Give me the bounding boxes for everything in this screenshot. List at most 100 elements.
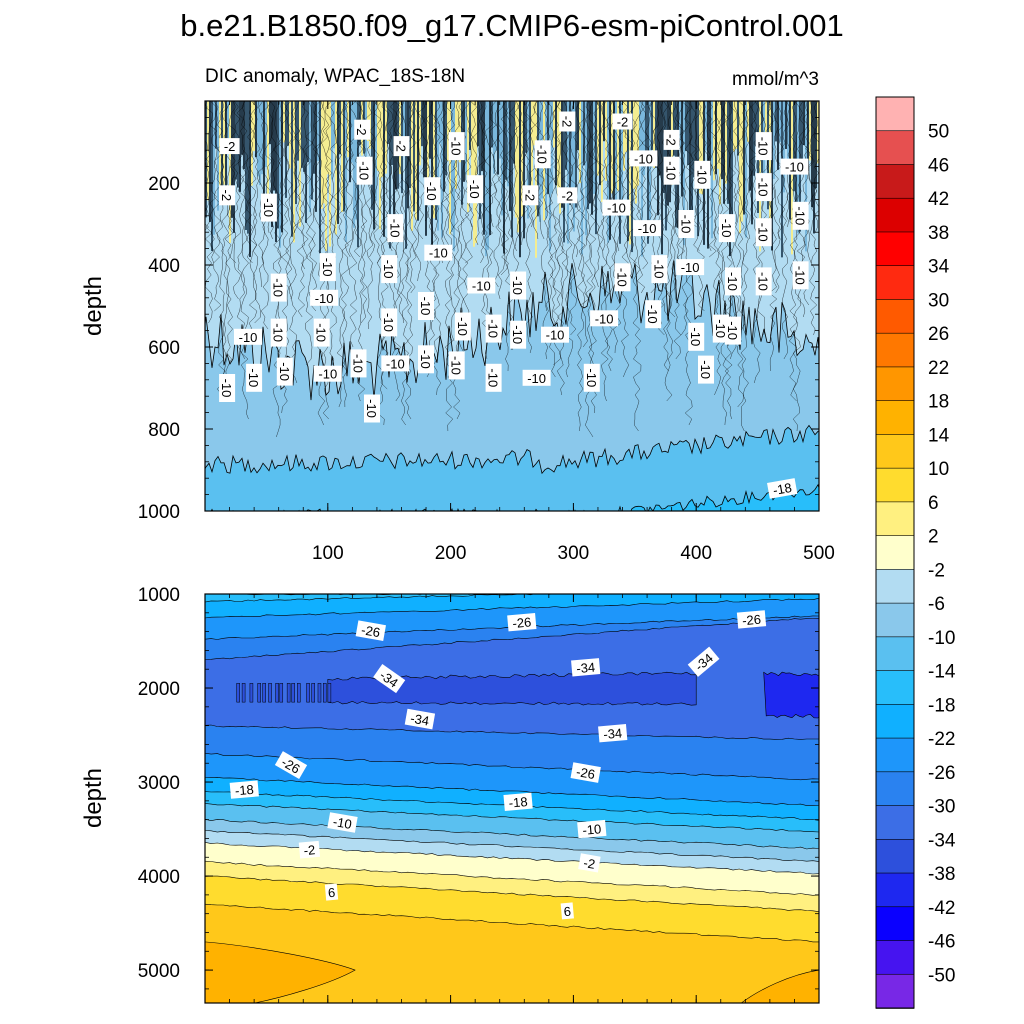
pocket-streak: [268, 683, 272, 703]
noise-streak: [611, 101, 613, 194]
contour-label-box: [570, 762, 601, 783]
noise-streak: [581, 101, 583, 255]
noise-streak: [307, 101, 309, 163]
contour-line: [210, 483, 819, 511]
contour-label-text: -10: [387, 219, 402, 238]
noise-streak: [377, 101, 379, 171]
colorbar-label: -42: [928, 898, 955, 919]
contour-label-text: -10: [219, 379, 234, 398]
contour-label-text: -10: [381, 260, 396, 279]
contour-label-text: -34: [576, 660, 596, 677]
contour-label-text: -2: [354, 124, 369, 136]
noise-streak: [425, 101, 427, 236]
noise-streak: [255, 101, 257, 158]
noise-streak: [371, 101, 373, 210]
noise-line: [284, 101, 294, 300]
contour-label-text: -2: [559, 116, 574, 128]
contour-label-text: -10: [582, 821, 602, 838]
contour-label-text: -10: [418, 350, 433, 369]
noise-line: [336, 101, 346, 408]
noise-streak: [669, 101, 671, 203]
contour-label-box: [373, 664, 406, 694]
pocket-42: [763, 671, 819, 719]
contour-label: -26: [570, 762, 601, 783]
noise-streak: [585, 101, 587, 236]
noise-streak: [783, 101, 785, 193]
contour-label-box: [424, 177, 441, 206]
contour-label-text: -10: [678, 215, 693, 234]
colorbar-label: -2: [928, 560, 945, 581]
contour-label-box: [219, 185, 236, 206]
contour-label-text: -10: [793, 266, 808, 285]
noise-streak: [409, 101, 411, 188]
contour-label-text: -10: [381, 313, 396, 332]
contour-label-box: [510, 320, 527, 349]
y-tick-label: 200: [148, 174, 180, 195]
noise-streak: [323, 101, 325, 204]
contour-label-text: -2: [224, 139, 236, 154]
contour-label-text: -10: [246, 368, 261, 387]
upper-ylabel: depth: [80, 276, 107, 336]
contour-label-box: [448, 351, 465, 380]
contour-label: -10: [590, 310, 619, 327]
noise-streak: [303, 101, 305, 172]
contour-label-box: [688, 322, 705, 351]
contour-label-box: [404, 708, 436, 730]
noise-streak: [263, 101, 265, 213]
contour-label-box: [663, 156, 680, 185]
contour-label-box: [712, 314, 729, 343]
colorbar: 50 46 42 38 34 30 26 22 18 14 10 6 2 -2 -6 -10 -14 -18 -22…: [875, 96, 956, 1009]
noise-line: [645, 101, 653, 240]
contour-label: -2: [559, 111, 576, 132]
noise-streak: [333, 101, 335, 149]
noise-streak: [591, 101, 593, 215]
contour-label: -10: [276, 357, 293, 386]
colorbar-swatch: [875, 164, 915, 200]
contour-label: -10: [454, 312, 471, 341]
noise-streak: [473, 101, 475, 247]
noise-streak: [205, 101, 207, 218]
noise-streak: [751, 101, 753, 225]
noise-streak: [583, 101, 585, 166]
noise-streak: [341, 101, 343, 213]
noise-streak: [271, 101, 273, 228]
noise-streak: [449, 101, 451, 235]
noise-streak: [385, 101, 387, 174]
contour-label: -10: [583, 363, 600, 392]
contour-label: -10: [629, 150, 658, 167]
noise-streak: [315, 101, 317, 212]
contour-label: -10: [381, 355, 410, 372]
contour-label: -10: [755, 267, 772, 296]
pocket-38: [327, 671, 697, 706]
noise-streak: [781, 101, 783, 258]
colorbar-swatch: [875, 535, 915, 571]
y-tick-label: 3000: [138, 773, 180, 794]
colorbar-frame: [875, 96, 915, 1009]
contour-label-text: -10: [386, 356, 405, 371]
contour-label-text: -10: [725, 321, 740, 340]
noise-streak: [601, 101, 603, 202]
colorbar-swatch: [875, 737, 915, 773]
contour-label: -10: [448, 351, 465, 380]
noise-streak: [495, 101, 497, 151]
noise-streak: [595, 101, 597, 235]
contour-label-text: -10: [584, 368, 599, 387]
contour-label: -18: [767, 478, 798, 499]
noise-line: [636, 101, 646, 294]
contour-label-text: -10: [314, 323, 329, 342]
colorbar-swatch: [875, 96, 915, 132]
contour-label: -10: [694, 160, 711, 189]
noise-streak: [527, 101, 529, 219]
contour-label: -10: [792, 201, 809, 230]
noise-line: [805, 101, 813, 264]
noise-streak: [289, 101, 291, 169]
contour-label-box: [522, 185, 539, 206]
contour-label-box: [503, 792, 533, 811]
colorbar-swatch: [875, 704, 915, 739]
colorbar-swatch: [875, 366, 915, 402]
contour-label-text: -10: [756, 223, 771, 242]
noise-line: [248, 101, 258, 336]
contour-label: -10: [780, 158, 809, 175]
contour-label-text: -2: [219, 190, 234, 202]
noise-line: [344, 101, 354, 258]
